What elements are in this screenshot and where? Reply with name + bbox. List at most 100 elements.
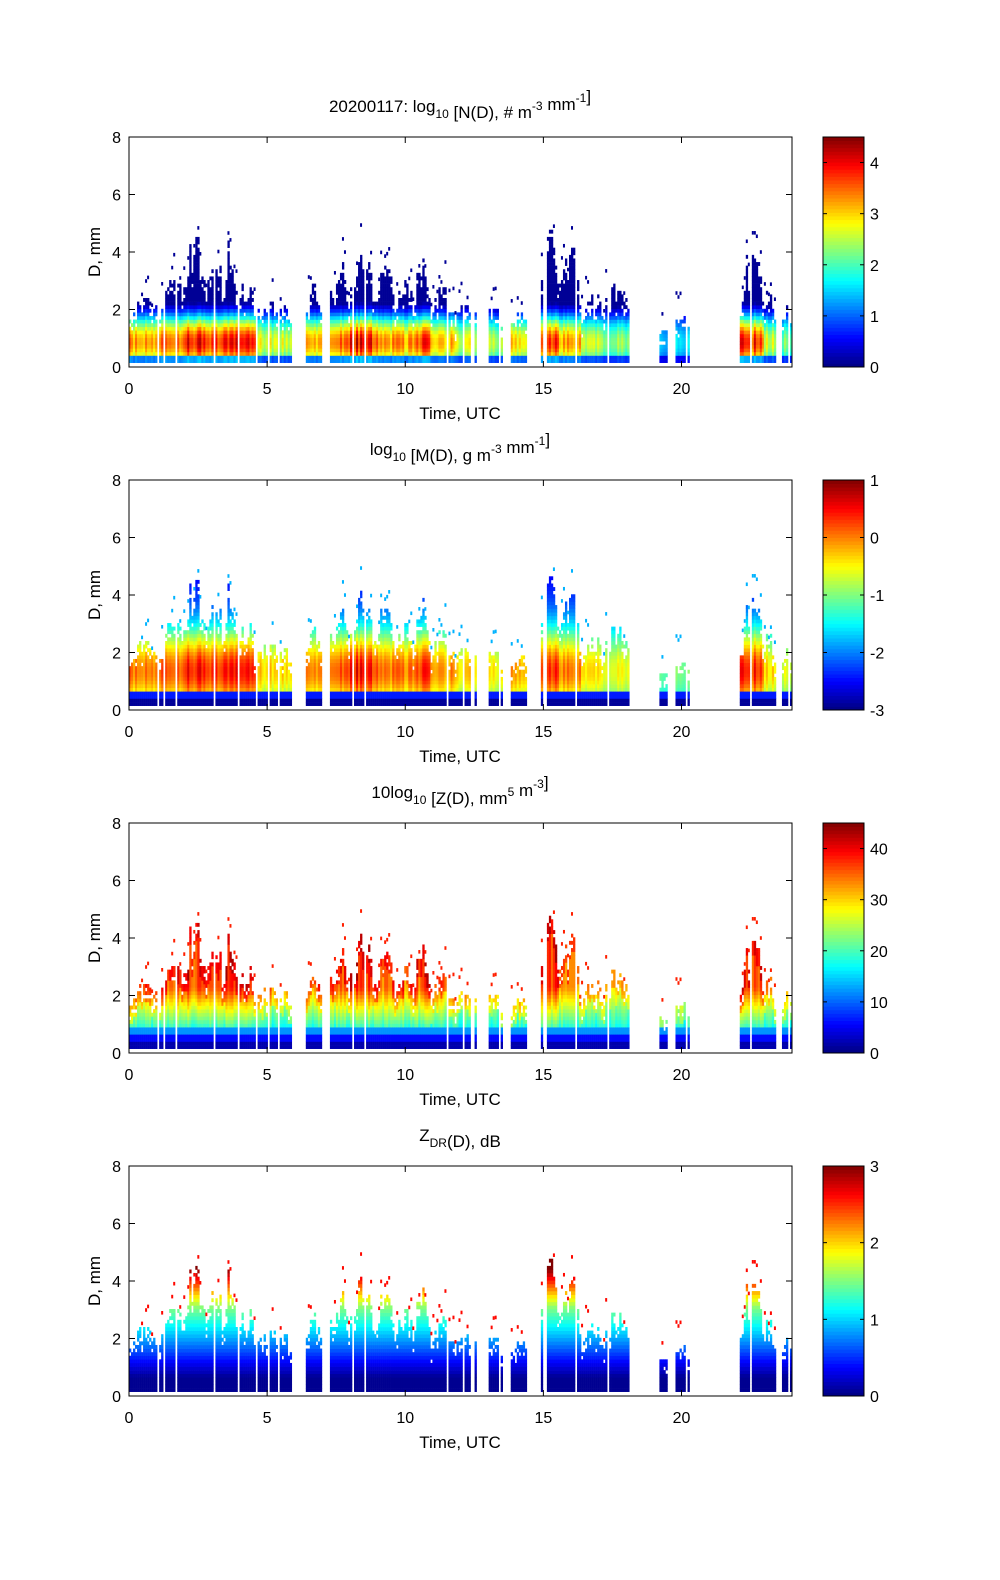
heatmap-cell xyxy=(765,344,769,349)
heatmap-cell xyxy=(496,308,499,313)
heatmap-cell xyxy=(414,337,417,342)
heatmap-cell xyxy=(611,333,614,338)
heatmap-cell xyxy=(402,348,405,353)
heatmap-cell xyxy=(358,341,361,346)
heatmap-cell xyxy=(151,669,154,674)
heatmap-cell xyxy=(145,641,148,645)
heatmap-cell xyxy=(275,312,278,317)
heatmap-cell xyxy=(579,341,582,346)
heatmap-cell xyxy=(259,351,262,356)
heatmap-cell xyxy=(165,633,168,638)
heatmap-cell xyxy=(137,355,140,360)
heatmap-cell xyxy=(273,323,276,328)
heatmap-cell xyxy=(177,283,180,288)
heatmap-cell xyxy=(231,319,234,324)
heatmap-cell xyxy=(173,633,176,638)
heatmap-cell xyxy=(436,351,439,356)
heatmap-cell xyxy=(227,344,230,349)
heatmap-cell xyxy=(765,326,769,331)
heatmap-cell xyxy=(382,315,385,320)
heatmap-cell xyxy=(384,265,387,270)
heatmap-cell xyxy=(442,351,445,356)
heatmap-cell xyxy=(745,351,749,356)
heatmap-cell xyxy=(388,359,391,363)
heatmap-cell xyxy=(444,326,447,331)
heatmap-cell xyxy=(223,344,226,349)
heatmap-cell xyxy=(579,355,582,360)
heatmap-cell xyxy=(585,308,588,313)
heatmap-cell xyxy=(201,294,204,299)
heatmap-cell xyxy=(233,341,236,346)
heatmap-cell xyxy=(233,319,236,324)
heatmap-cell xyxy=(161,666,164,671)
heatmap-cell xyxy=(165,348,168,353)
heatmap-cell xyxy=(769,298,773,302)
heatmap-cell xyxy=(524,319,528,324)
heatmap-cell xyxy=(422,269,425,274)
heatmap-cell xyxy=(309,359,313,363)
heatmap-cell xyxy=(390,323,393,328)
heatmap-cell xyxy=(518,333,522,338)
heatmap-cell xyxy=(189,694,192,699)
heatmap-cell xyxy=(313,319,317,324)
heatmap-cell xyxy=(556,326,560,331)
heatmap-cell xyxy=(464,330,467,335)
heatmap-cell xyxy=(139,305,142,310)
heatmap-cell xyxy=(195,262,198,266)
heatmap-cell xyxy=(360,359,363,363)
heatmap-cell xyxy=(757,337,761,342)
heatmap-cell xyxy=(129,355,132,360)
heatmap-cell xyxy=(227,319,230,324)
heatmap-cell xyxy=(313,290,317,295)
colorbar-step xyxy=(823,280,864,285)
heatmap-cell xyxy=(404,294,407,299)
heatmap-cell xyxy=(183,641,186,645)
heatmap-cell xyxy=(466,305,469,310)
heatmap-cell xyxy=(679,344,682,349)
heatmap-cell xyxy=(185,290,188,295)
heatmap-cell xyxy=(161,330,164,335)
heatmap-cell xyxy=(231,272,234,277)
heatmap-cell xyxy=(452,330,455,335)
heatmap-cell xyxy=(211,287,214,292)
heatmap-cell xyxy=(356,344,359,349)
heatmap-cell xyxy=(147,355,150,360)
heatmap-cell xyxy=(388,355,391,360)
heatmap-cell xyxy=(149,687,152,692)
heatmap-cell xyxy=(129,680,132,685)
heatmap-cell xyxy=(757,294,761,299)
heatmap-cell xyxy=(205,315,208,320)
heatmap-cell xyxy=(141,691,144,696)
heatmap-cell xyxy=(151,341,154,346)
heatmap-cell xyxy=(460,333,463,338)
heatmap-cell xyxy=(761,326,765,331)
heatmap-cell xyxy=(386,251,389,256)
heatmap-cell xyxy=(141,673,144,678)
heatmap-cell xyxy=(358,359,361,363)
heatmap-cell xyxy=(621,333,624,338)
heatmap-cell xyxy=(573,312,576,317)
heatmap-cell xyxy=(305,333,309,338)
heatmap-cell xyxy=(139,337,142,342)
heatmap-cell xyxy=(358,326,361,331)
x-tick-label: 10 xyxy=(396,381,414,398)
heatmap-cell xyxy=(143,308,146,313)
heatmap-cell xyxy=(189,676,192,681)
heatmap-cell xyxy=(185,308,188,313)
heatmap-cell xyxy=(384,287,387,292)
heatmap-cell xyxy=(219,287,222,292)
heatmap-cell xyxy=(173,662,176,667)
heatmap-cell xyxy=(382,301,385,306)
heatmap-cell xyxy=(362,312,365,317)
heatmap-cell xyxy=(183,687,186,692)
heatmap-cell xyxy=(217,326,220,331)
heatmap-cell xyxy=(573,269,576,274)
heatmap-cell xyxy=(199,287,202,292)
heatmap-cell xyxy=(546,254,550,259)
heatmap-cell xyxy=(400,351,403,356)
heatmap-cell xyxy=(625,341,628,346)
heatmap-cell xyxy=(143,348,146,353)
y-tick-label: 8 xyxy=(112,130,121,147)
heatmap-cell xyxy=(173,312,176,317)
heatmap-cell xyxy=(380,290,383,295)
